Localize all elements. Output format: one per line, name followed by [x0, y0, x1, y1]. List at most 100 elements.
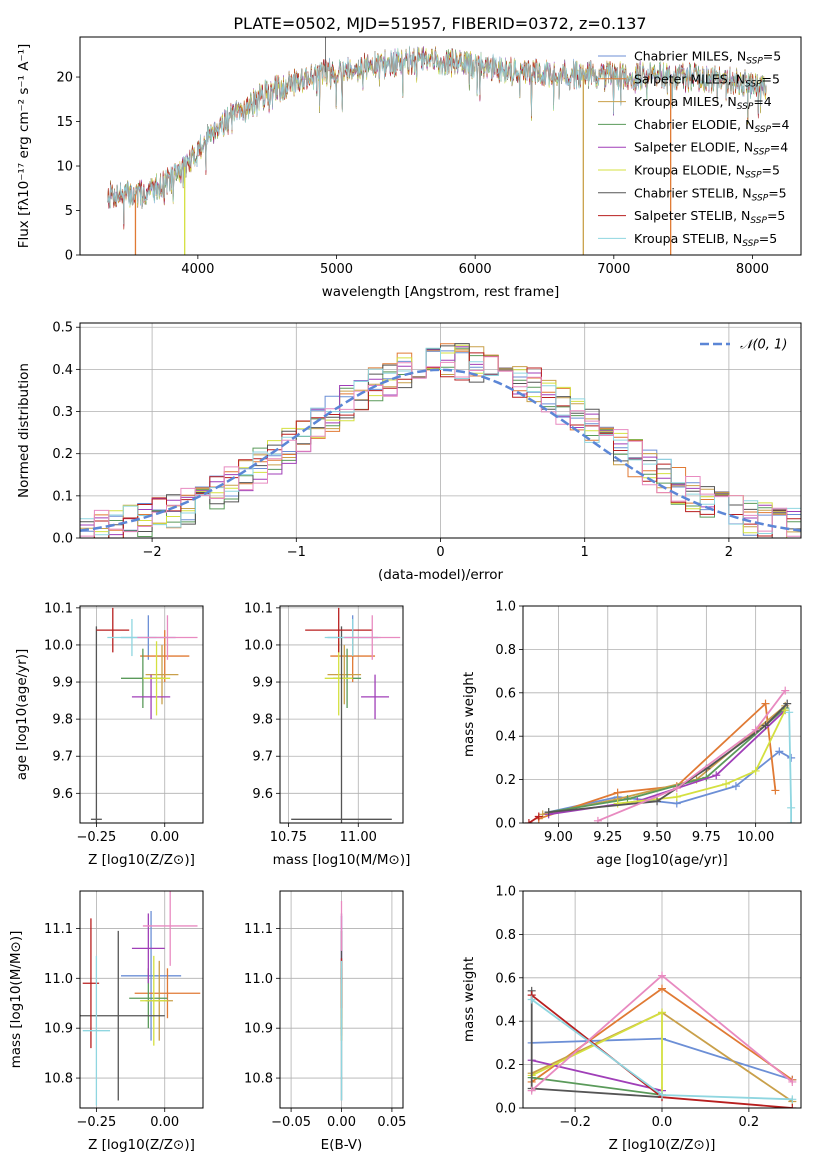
weight-marker	[775, 747, 784, 756]
weight-marker	[672, 792, 681, 801]
mass-vs-metallicity-panel: −0.25 0.00 10.8 10.9 11.0 11.1 Z [log10(Z/Z⊙)]…	[8, 890, 204, 1153]
y-tick-label: 15	[56, 115, 73, 130]
x-tick-label: 8000	[736, 262, 769, 277]
weight-marker	[731, 782, 740, 791]
x-tick-label: 0.00	[327, 1115, 356, 1130]
errorbar-point	[140, 955, 168, 1046]
x-axis-label: age [log10(age/yr)]	[596, 852, 728, 868]
axis-ticks: 9.00 9.25 9.50 9.75 10.00 0.0 0.2 0.4 0.6 0.8 1.0	[495, 600, 774, 846]
y-tick-label: 0.5	[52, 321, 73, 336]
x-tick-label: −0.2	[559, 1115, 591, 1130]
figure-title: PLATE=0502, MJD=51957, FIBERID=0372, z=0…	[233, 14, 646, 33]
y-tick-label: 10.0	[44, 638, 73, 653]
x-tick-label: −1	[287, 545, 306, 560]
weight-marker	[783, 699, 792, 708]
errorbar-points	[291, 607, 401, 823]
x-axis-label: Z [log10(Z/Z⊙)]	[609, 1137, 716, 1153]
y-tick-label: 10.9	[244, 1022, 273, 1037]
y-tick-label: 0.0	[52, 532, 73, 547]
legend-label: Kroupa ELODIE, NSSP=5	[634, 163, 780, 181]
weight-series-line	[531, 1076, 663, 1096]
axis-ticks: −0.25 0.00 9.6 9.7 9.8 9.9 10.0 10.1	[44, 601, 179, 845]
weight-marker	[761, 721, 770, 730]
weight-series-line	[548, 750, 792, 813]
weight-marker	[761, 699, 770, 708]
axes-frame	[279, 605, 404, 824]
y-tick-label: 11.0	[44, 972, 73, 987]
histogram-legend: 𝒩(0, 1)	[700, 338, 787, 353]
x-tick-label: 10.00	[737, 830, 774, 845]
x-axis-label: Z [log10(Z/Z⊙)]	[88, 1137, 195, 1153]
age-vs-metallicity-panel: −0.25 0.00 9.6 9.7 9.8 9.9 10.0 10.1 Z [log10(Z/…	[14, 601, 204, 868]
x-axis-label: E(B-V)	[321, 1137, 363, 1153]
grid-lines	[80, 891, 203, 1108]
weight-marker	[788, 1104, 797, 1108]
y-tick-label: 0.6	[495, 686, 516, 701]
weight-marker	[788, 1077, 797, 1086]
y-axis-label: age [log10(age/yr)]	[14, 649, 30, 781]
y-tick-label: 1.0	[495, 885, 516, 900]
errorbar-point	[137, 615, 198, 660]
x-tick-label: 5000	[320, 262, 353, 277]
weight-marker	[658, 1008, 666, 1017]
legend-label: Chabrier MILES, NSSP=5	[634, 49, 781, 67]
y-tick-label: 0.0	[495, 1102, 516, 1117]
y-tick-label: 0.8	[495, 928, 516, 943]
weight-marker	[722, 779, 731, 788]
spectrum-lines	[107, 37, 767, 255]
y-tick-label: 10.1	[244, 601, 273, 616]
weight-marker	[544, 808, 553, 817]
weight-marker	[613, 799, 622, 808]
y-tick-label: 5	[65, 204, 73, 219]
y-tick-label: 10.9	[44, 1022, 73, 1037]
weight-marker	[534, 812, 543, 821]
y-tick-label: 0.4	[495, 1015, 516, 1030]
grid-lines	[80, 606, 203, 823]
weight-marker	[781, 686, 790, 695]
x-tick-label: 0.0	[652, 1115, 673, 1130]
axis-ticks: −0.2 0.0 0.2 0.0 0.2 0.4 0.6 0.8 1.0	[495, 885, 759, 1131]
residual-histogram-panel: −2 −1 0 1 2 0.0 0.1 0.2 0.3 0.4 0.5 (data-model)/er…	[16, 321, 802, 583]
y-tick-label: 9.9	[252, 676, 273, 691]
y-tick-label: 10	[56, 160, 73, 175]
weight-marker	[771, 786, 780, 795]
errorbar-point	[344, 615, 401, 660]
axes-frame	[79, 605, 204, 824]
axis-ticks: 4000 5000 6000 7000 8000 0 5 10 15 20	[56, 71, 769, 277]
y-axis-label: Flux [fλ10⁻¹⁷ erg cm⁻² s⁻¹ A⁻¹]	[16, 44, 32, 249]
axes-frame	[79, 322, 802, 539]
weight-marker	[527, 1086, 536, 1095]
histogram-model-step	[80, 343, 801, 538]
weight-marker	[672, 784, 681, 793]
y-tick-label: 0.3	[52, 405, 73, 420]
y-tick-label: 10.8	[44, 1072, 73, 1087]
errorbar-point	[96, 607, 130, 653]
y-tick-label: 10.0	[244, 638, 273, 653]
errorbar-point	[142, 641, 171, 716]
y-axis-label: Normed distribution	[16, 363, 32, 498]
spectrum-model-line	[107, 45, 767, 225]
weight-lines	[527, 971, 797, 1108]
errorbar-point	[327, 644, 362, 705]
x-tick-label: 0.00	[150, 1115, 179, 1130]
y-tick-label: 9.7	[52, 750, 73, 765]
x-axis-label: wavelength [Angstrom, rest frame]	[322, 284, 560, 300]
legend-label: Salpeter MILES, NSSP=5	[634, 71, 780, 89]
axes-frame	[79, 36, 802, 256]
legend-label: Kroupa MILES, NSSP=4	[634, 94, 772, 112]
errorbar-point	[324, 641, 353, 716]
x-tick-label: 0.00	[150, 830, 179, 845]
weight-series-line	[597, 690, 786, 822]
errorbar-point	[90, 626, 102, 823]
y-tick-label: 0.6	[495, 971, 516, 986]
weight-marker	[653, 797, 662, 806]
histogram-model-step	[80, 356, 801, 537]
y-tick-label: 20	[56, 71, 73, 86]
x-tick-label: −0.25	[76, 1115, 116, 1130]
y-tick-label: 9.6	[52, 787, 73, 802]
axis-ticks: −0.25 0.00 10.8 10.9 11.0 11.1	[44, 922, 179, 1130]
x-tick-label: −0.25	[76, 830, 116, 845]
weight-marker	[593, 816, 602, 823]
mass-weight-vs-age-panel: 9.00 9.25 9.50 9.75 10.00 0.0 0.2 0.4 0.6 0.8 1.0 a…	[461, 600, 802, 868]
spectrum-panel: 4000 5000 6000 7000 8000 0 5 10 15 20 wavelength […	[16, 36, 802, 300]
